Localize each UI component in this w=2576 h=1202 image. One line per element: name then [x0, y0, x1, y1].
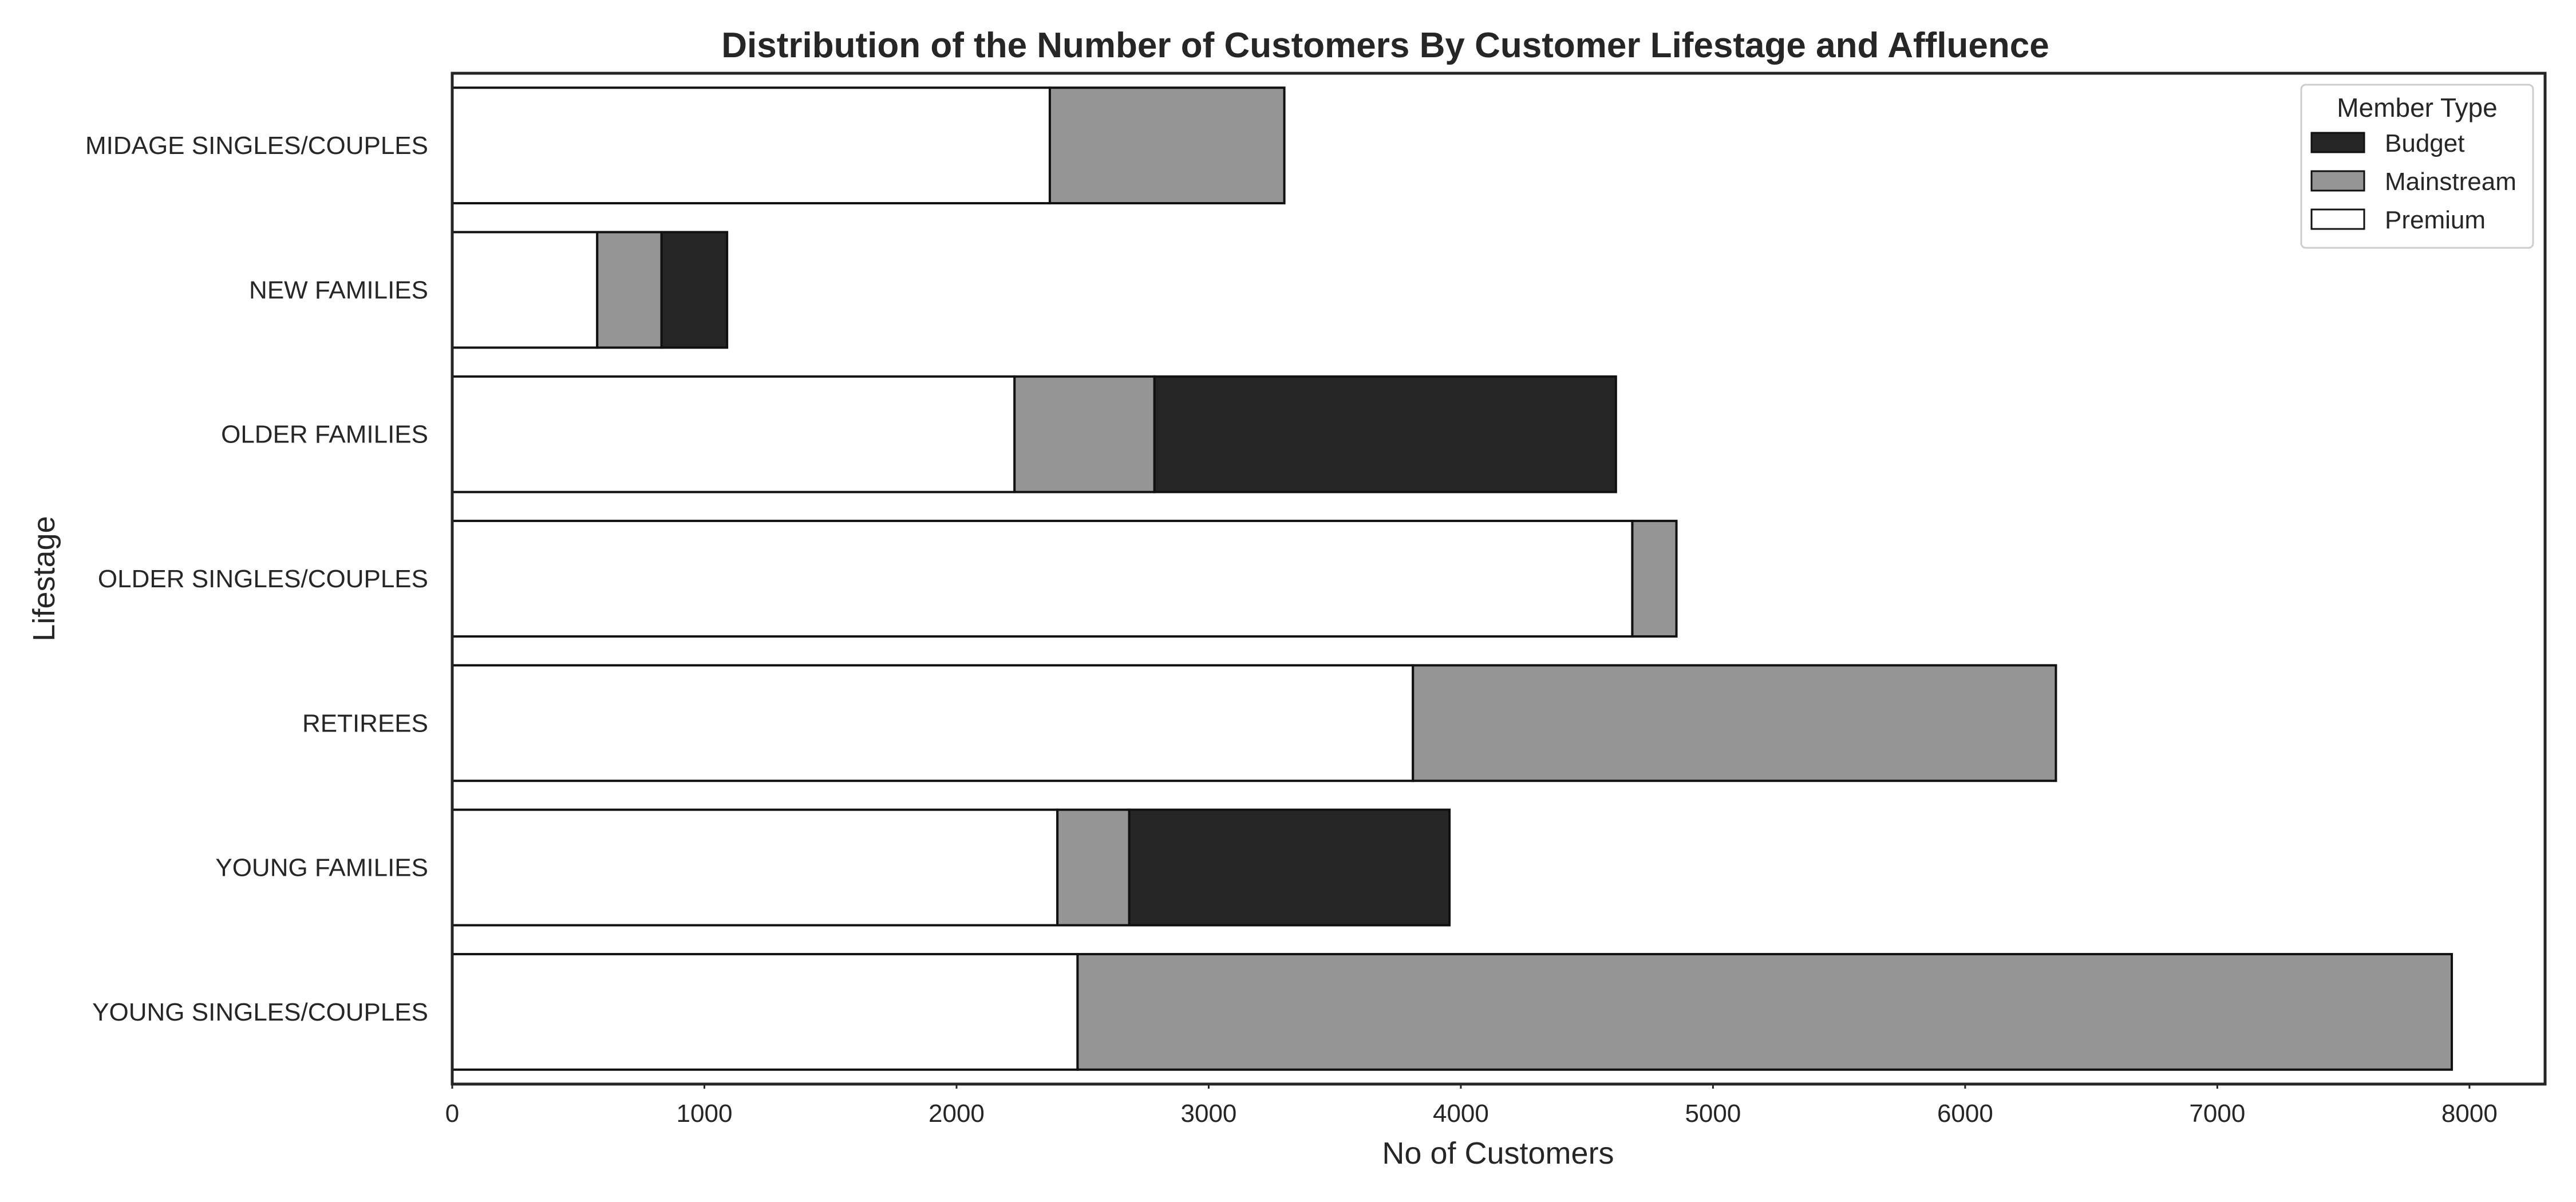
y-tick-label: OLDER SINGLES/COUPLES	[98, 565, 428, 593]
y-tick-label: YOUNG SINGLES/COUPLES	[92, 998, 428, 1026]
legend-swatch-premium	[2310, 208, 2365, 230]
bars-layer	[451, 86, 2453, 1071]
y-tick-label: RETIREES	[302, 709, 428, 737]
legend: Member Type Budget Mainstream Premium	[2300, 84, 2534, 249]
y-tick-label: YOUNG FAMILIES	[215, 854, 428, 882]
legend-label-mainstream: Mainstream	[2385, 168, 2516, 196]
x-tick-label: 4000	[1433, 1100, 1489, 1128]
bar-new-families-budget	[660, 231, 729, 349]
bar-young-singles-couples-mainstream	[1076, 952, 2453, 1071]
legend-swatch-budget	[2310, 132, 2365, 153]
y-tick-label: MIDAGE SINGLES/COUPLES	[85, 132, 428, 160]
legend-box	[2300, 84, 2534, 249]
x-tick-label: 8000	[2441, 1100, 2498, 1128]
x-tick-label: 3000	[1181, 1100, 1237, 1128]
y-axis-label: Lifestage	[27, 516, 61, 641]
x-tick-label: 1000	[677, 1100, 733, 1128]
bar-young-singles-couples-premium	[451, 952, 1079, 1071]
x-tick-label: 0	[445, 1100, 459, 1128]
bar-retirees-mainstream	[1412, 664, 2057, 782]
bar-young-families-budget	[1128, 808, 1451, 927]
bar-retirees-premium	[451, 664, 1415, 782]
bar-young-families-mainstream	[1056, 808, 1131, 927]
y-tick-labels: MIDAGE SINGLES/COUPLES NEW FAMILIES OLDER …	[85, 132, 428, 1026]
x-tick-label: 2000	[929, 1100, 985, 1128]
x-tick-label: 5000	[1685, 1100, 1741, 1128]
x-tick-label: 7000	[2189, 1100, 2245, 1128]
x-tick-labels: 0 1000 2000 3000 4000 5000 6000 7000 8000	[445, 1084, 2498, 1128]
y-tick-label: OLDER FAMILIES	[221, 421, 428, 449]
legend-label-premium: Premium	[2385, 206, 2486, 234]
bar-older-singles-couples-premium	[451, 520, 1634, 638]
bar-older-singles-couples-mainstream	[1631, 520, 1678, 638]
chart-title: Distribution of the Number of Customers …	[721, 26, 2049, 65]
bar-older-families-mainstream	[1013, 375, 1156, 493]
y-tick-label: NEW FAMILIES	[249, 276, 428, 304]
bar-midage-singles-couples-mainstream	[1048, 86, 1286, 205]
bar-young-families-premium	[451, 808, 1059, 927]
bar-older-families-budget	[1153, 375, 1617, 493]
bar-new-families-mainstream	[596, 231, 663, 349]
x-axis-label: No of Customers	[1382, 1136, 1614, 1171]
bar-new-families-premium	[451, 231, 599, 349]
legend-title: Member Type	[2337, 93, 2497, 122]
legend-swatch-mainstream	[2310, 170, 2365, 192]
plot-frame	[451, 72, 2547, 1086]
x-tick-label: 6000	[1937, 1100, 1993, 1128]
legend-label-budget: Budget	[2385, 129, 2464, 157]
bar-older-families-premium	[451, 375, 1016, 493]
bar-midage-singles-couples-premium	[451, 86, 1051, 205]
